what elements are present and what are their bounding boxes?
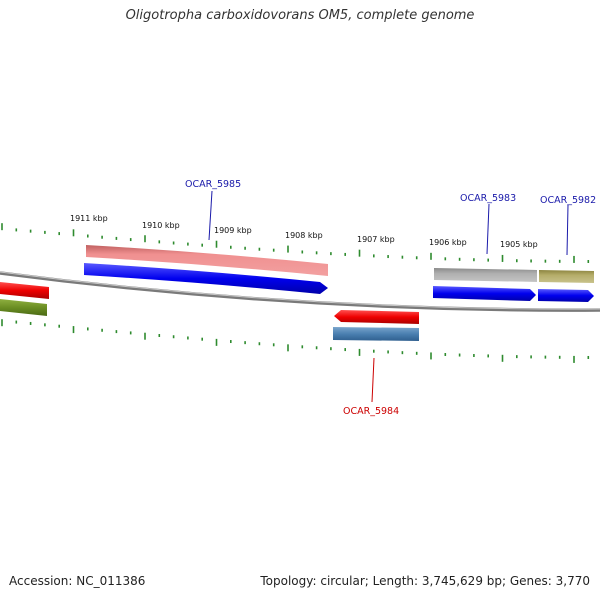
cds-reverse-ocar-5984[interactable] — [334, 310, 419, 324]
kbp-label: 1911 kbp — [70, 214, 108, 223]
cds-forward-ocar-5983[interactable] — [433, 286, 536, 301]
genome-backbone-highlight — [0, 271, 600, 310]
genome-stats-text: Topology: circular; Length: 3,745,629 bp… — [260, 574, 590, 588]
accession-text: Accession: NC_011386 — [9, 574, 146, 588]
kbp-labels: 1911 kbp 1910 kbp 1909 kbp 1908 kbp 1907… — [70, 214, 538, 249]
map-title: Oligotropha carboxidovorans OM5, complet… — [125, 8, 475, 23]
kbp-label: 1906 kbp — [429, 238, 467, 247]
inner-scale-ticks — [1, 319, 590, 363]
genome-backbone — [0, 271, 600, 312]
outer-scale-ticks — [1, 223, 590, 263]
cds-forward-ocar-5985[interactable] — [84, 263, 328, 294]
gene-label-ocar-5985[interactable]: OCAR_5985 — [185, 179, 241, 190]
leader-line-ocar-5985 — [208, 190, 213, 241]
gene-feature-steel[interactable] — [333, 327, 419, 341]
kbp-label: 1905 kbp — [500, 240, 538, 249]
kbp-label: 1910 kbp — [142, 221, 180, 230]
leader-line-ocar-5982 — [566, 204, 569, 256]
leader-line-ocar-5983 — [486, 203, 490, 255]
gene-feature-olive[interactable] — [539, 270, 594, 283]
kbp-label: 1909 kbp — [214, 226, 252, 235]
gene-feature-darkgreen[interactable] — [0, 299, 47, 316]
kbp-label: 1908 kbp — [285, 231, 323, 240]
gene-label-ocar-5983[interactable]: OCAR_5983 — [460, 193, 516, 204]
kbp-label: 1907 kbp — [357, 235, 395, 244]
gene-feature-pink[interactable] — [86, 245, 328, 276]
gene-label-ocar-5984[interactable]: OCAR_5984 — [343, 406, 399, 417]
cds-reverse-left[interactable] — [0, 282, 49, 299]
leader-line-ocar-5984 — [371, 357, 375, 403]
cds-forward-ocar-5982[interactable] — [538, 289, 594, 302]
gene-feature-gray[interactable] — [434, 268, 537, 282]
gene-label-ocar-5982[interactable]: OCAR_5982 — [540, 195, 596, 206]
